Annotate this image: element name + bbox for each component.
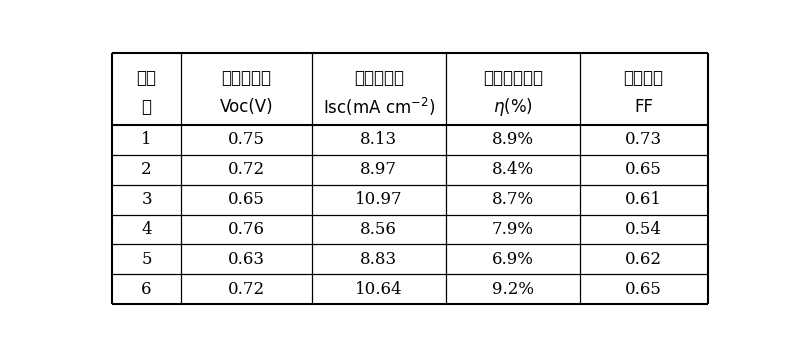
Text: 7.9%: 7.9% bbox=[492, 221, 534, 238]
Text: 开路光电压: 开路光电压 bbox=[222, 69, 271, 87]
Text: 8.13: 8.13 bbox=[360, 131, 398, 148]
Text: 填充因子: 填充因子 bbox=[624, 69, 664, 87]
Text: 8.7%: 8.7% bbox=[492, 191, 534, 208]
Text: 0.65: 0.65 bbox=[625, 161, 662, 178]
Text: 8.9%: 8.9% bbox=[492, 131, 534, 148]
Text: 9.2%: 9.2% bbox=[492, 281, 534, 298]
Text: 1: 1 bbox=[142, 131, 152, 148]
Text: 实施: 实施 bbox=[137, 69, 157, 87]
Text: 0.61: 0.61 bbox=[625, 191, 662, 208]
Text: 8.83: 8.83 bbox=[360, 251, 398, 268]
Text: 10.97: 10.97 bbox=[355, 191, 402, 208]
Text: 0.54: 0.54 bbox=[625, 221, 662, 238]
Text: Voc(V): Voc(V) bbox=[219, 98, 273, 116]
Text: 0.63: 0.63 bbox=[228, 251, 265, 268]
Text: 光电转换效率: 光电转换效率 bbox=[482, 69, 542, 87]
Text: 10.64: 10.64 bbox=[355, 281, 402, 298]
Text: 0.65: 0.65 bbox=[625, 281, 662, 298]
Text: 8.97: 8.97 bbox=[360, 161, 398, 178]
Text: 短路光电流: 短路光电流 bbox=[354, 69, 404, 87]
Text: 0.73: 0.73 bbox=[625, 131, 662, 148]
Text: 6: 6 bbox=[142, 281, 152, 298]
Text: 0.62: 0.62 bbox=[625, 251, 662, 268]
Text: 0.72: 0.72 bbox=[228, 161, 265, 178]
Text: 2: 2 bbox=[142, 161, 152, 178]
Text: FF: FF bbox=[634, 98, 653, 116]
Text: 0.75: 0.75 bbox=[228, 131, 265, 148]
Text: 5: 5 bbox=[142, 251, 152, 268]
Text: 6.9%: 6.9% bbox=[492, 251, 534, 268]
Text: 3: 3 bbox=[142, 191, 152, 208]
Text: 0.65: 0.65 bbox=[228, 191, 265, 208]
Text: 4: 4 bbox=[142, 221, 152, 238]
Text: $\eta$(%): $\eta$(%) bbox=[493, 96, 533, 118]
Text: 8.4%: 8.4% bbox=[492, 161, 534, 178]
Text: Isc(mA cm$^{-2}$): Isc(mA cm$^{-2}$) bbox=[322, 96, 435, 118]
Text: 0.72: 0.72 bbox=[228, 281, 265, 298]
Text: 例: 例 bbox=[142, 98, 152, 116]
Text: 0.76: 0.76 bbox=[228, 221, 265, 238]
Text: 8.56: 8.56 bbox=[360, 221, 397, 238]
